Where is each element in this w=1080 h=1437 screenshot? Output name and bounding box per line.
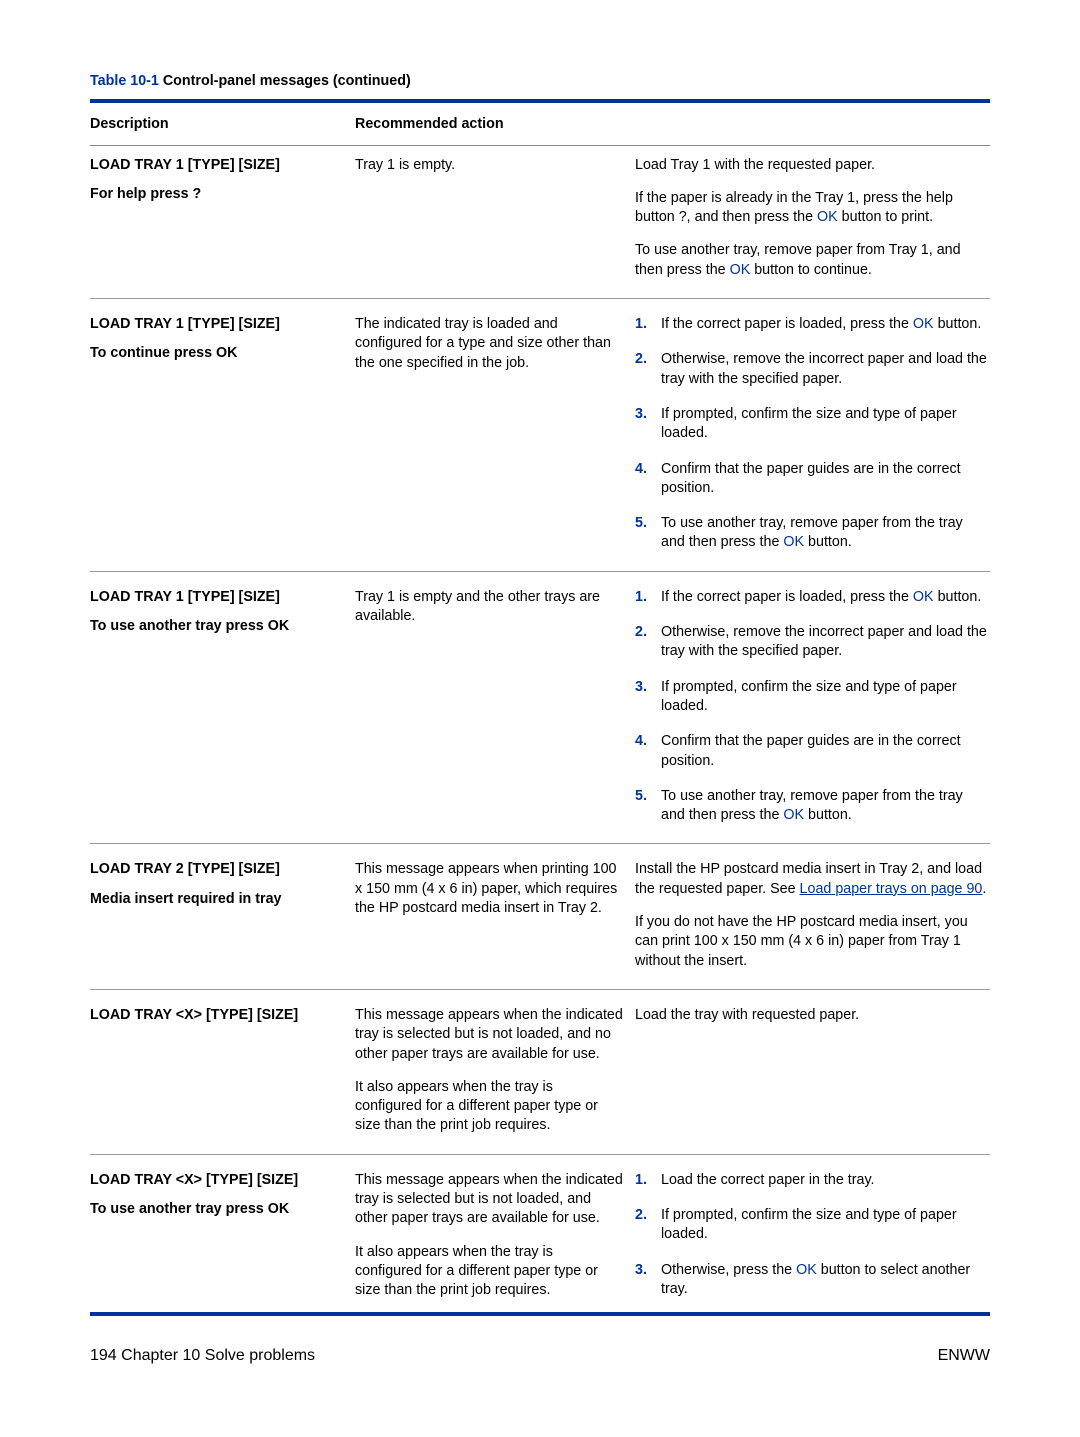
page-footer: 194 Chapter 10 Solve problems ENWW — [90, 1345, 990, 1367]
msg-subtitle: To use another tray press OK — [90, 617, 343, 636]
row-divider — [90, 1154, 990, 1155]
table-row: LOAD TRAY 1 [TYPE] [SIZE] For help press… — [90, 146, 990, 292]
msg-title: LOAD TRAY 1 [TYPE] [SIZE] — [90, 588, 343, 607]
action-text: Load the tray with requested paper. — [635, 1006, 990, 1025]
list-item: 2.Otherwise, remove the incorrect paper … — [635, 623, 990, 662]
explanation-text: This message appears when the indicated … — [355, 1171, 623, 1229]
action-cell: 1.If the correct paper is loaded, press … — [635, 588, 990, 826]
explanation-text: This message appears when the indicated … — [355, 1006, 623, 1064]
explanation-cell: Tray 1 is empty. — [355, 156, 635, 280]
header-empty — [635, 115, 990, 134]
table-row: LOAD TRAY <X> [TYPE] [SIZE] To use anoth… — [90, 1161, 990, 1313]
action-cell: Load the tray with requested paper. — [635, 1006, 990, 1136]
action-text: If the paper is already in the Tray 1, p… — [635, 189, 990, 228]
page-number: 194 — [90, 1347, 117, 1364]
action-text: If you do not have the HP postcard media… — [635, 913, 990, 971]
action-cell: Install the HP postcard media insert in … — [635, 860, 990, 970]
table-row: LOAD TRAY 2 [TYPE] [SIZE] Media insert r… — [90, 850, 990, 982]
caption-suffix: Control-panel messages (continued) — [163, 73, 411, 89]
explanation-cell: Tray 1 is empty and the other trays are … — [355, 588, 635, 826]
list-item: 3.If prompted, confirm the size and type… — [635, 678, 990, 717]
explanation-cell: This message appears when printing 100 x… — [355, 860, 635, 970]
msg-subtitle: To continue press OK — [90, 344, 343, 363]
msg-title: LOAD TRAY 1 [TYPE] [SIZE] — [90, 156, 343, 175]
description-cell: LOAD TRAY <X> [TYPE] [SIZE] To use anoth… — [90, 1171, 355, 1301]
msg-title: LOAD TRAY <X> [TYPE] [SIZE] — [90, 1006, 343, 1025]
list-item: 2.If prompted, confirm the size and type… — [635, 1206, 990, 1245]
table-row: LOAD TRAY 1 [TYPE] [SIZE] To continue pr… — [90, 305, 990, 565]
list-item: 3.Otherwise, press the OK button to sele… — [635, 1261, 990, 1300]
action-text: Load Tray 1 with the requested paper. — [635, 156, 990, 175]
caption-prefix: Table 10-1 — [90, 73, 159, 89]
cross-ref-link[interactable]: Load paper trays on page 90 — [800, 881, 983, 897]
row-divider — [90, 989, 990, 990]
list-item: 5.To use another tray, remove paper from… — [635, 514, 990, 553]
description-cell: LOAD TRAY 1 [TYPE] [SIZE] For help press… — [90, 156, 355, 280]
explanation-text: It also appears when the tray is configu… — [355, 1078, 623, 1136]
action-text: To use another tray, remove paper from T… — [635, 241, 990, 280]
msg-title: LOAD TRAY 1 [TYPE] [SIZE] — [90, 315, 343, 334]
list-item: 1.If the correct paper is loaded, press … — [635, 588, 990, 607]
list-item: 3.If prompted, confirm the size and type… — [635, 405, 990, 444]
list-item: 4.Confirm that the paper guides are in t… — [635, 732, 990, 771]
table-row: LOAD TRAY 1 [TYPE] [SIZE] To use another… — [90, 578, 990, 838]
explanation-text: Tray 1 is empty. — [355, 156, 623, 175]
header-action: Recommended action — [355, 115, 635, 134]
explanation-cell: The indicated tray is loaded and configu… — [355, 315, 635, 553]
list-item: 5.To use another tray, remove paper from… — [635, 787, 990, 826]
list-item: 4.Confirm that the paper guides are in t… — [635, 460, 990, 499]
explanation-cell: This message appears when the indicated … — [355, 1006, 635, 1136]
footer-left: 194 Chapter 10 Solve problems — [90, 1345, 315, 1367]
msg-subtitle: Media insert required in tray — [90, 890, 343, 909]
explanation-text: Tray 1 is empty and the other trays are … — [355, 588, 623, 627]
description-cell: LOAD TRAY 2 [TYPE] [SIZE] Media insert r… — [90, 860, 355, 970]
explanation-text: It also appears when the tray is configu… — [355, 1243, 623, 1301]
table-bottom-rule — [90, 1312, 990, 1316]
description-cell: LOAD TRAY 1 [TYPE] [SIZE] To use another… — [90, 588, 355, 826]
row-divider — [90, 298, 990, 299]
header-description: Description — [90, 115, 355, 134]
msg-subtitle: For help press ? — [90, 185, 343, 204]
footer-right: ENWW — [938, 1345, 990, 1367]
ordered-list: 1.If the correct paper is loaded, press … — [635, 315, 990, 553]
list-item: 2.Otherwise, remove the incorrect paper … — [635, 350, 990, 389]
msg-subtitle: To use another tray press OK — [90, 1200, 343, 1219]
row-divider — [90, 571, 990, 572]
description-cell: LOAD TRAY 1 [TYPE] [SIZE] To continue pr… — [90, 315, 355, 553]
msg-title: LOAD TRAY <X> [TYPE] [SIZE] — [90, 1171, 343, 1190]
table-row: LOAD TRAY <X> [TYPE] [SIZE] This message… — [90, 996, 990, 1148]
list-item: 1.Load the correct paper in the tray. — [635, 1171, 990, 1190]
row-divider — [90, 843, 990, 844]
description-cell: LOAD TRAY <X> [TYPE] [SIZE] — [90, 1006, 355, 1136]
action-cell: 1.Load the correct paper in the tray. 2.… — [635, 1171, 990, 1301]
explanation-text: This message appears when printing 100 x… — [355, 860, 623, 918]
table-header-row: Description Recommended action — [90, 111, 990, 144]
msg-title: LOAD TRAY 2 [TYPE] [SIZE] — [90, 860, 343, 879]
action-cell: 1.If the correct paper is loaded, press … — [635, 315, 990, 553]
table-caption: Table 10-1 Control-panel messages (conti… — [90, 72, 990, 91]
action-cell: Load Tray 1 with the requested paper. If… — [635, 156, 990, 280]
list-item: 1.If the correct paper is loaded, press … — [635, 315, 990, 334]
ordered-list: 1.If the correct paper is loaded, press … — [635, 588, 990, 826]
explanation-cell: This message appears when the indicated … — [355, 1171, 635, 1301]
ordered-list: 1.Load the correct paper in the tray. 2.… — [635, 1171, 990, 1299]
chapter-title: Chapter 10 Solve problems — [121, 1347, 315, 1364]
action-text: Install the HP postcard media insert in … — [635, 860, 990, 899]
explanation-text: The indicated tray is loaded and configu… — [355, 315, 623, 373]
table-top-rule — [90, 99, 990, 103]
